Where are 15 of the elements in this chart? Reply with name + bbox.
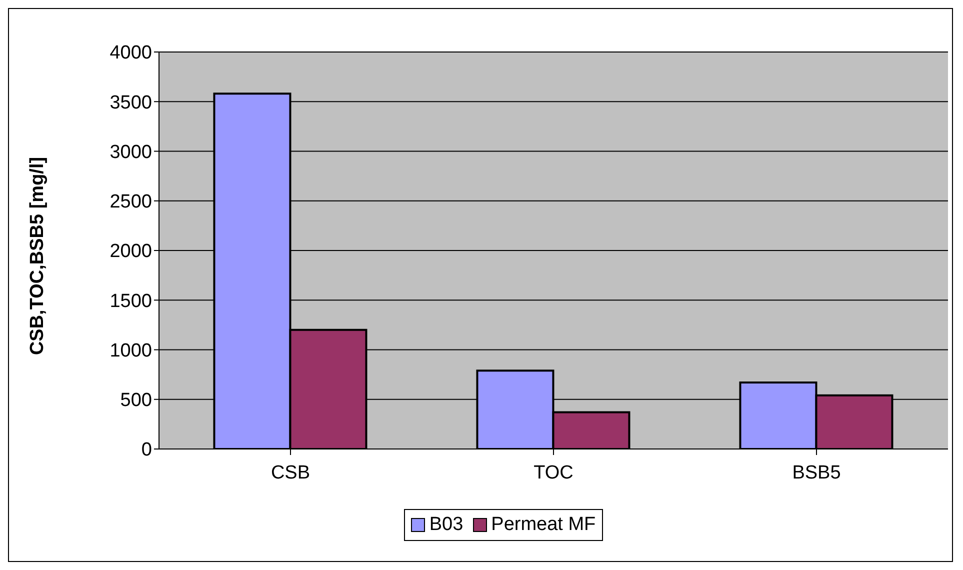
x-tick-label: TOC bbox=[534, 462, 574, 484]
x-tick-label: BSB5 bbox=[792, 462, 841, 484]
legend-label: Permeat MF bbox=[490, 514, 596, 536]
y-tick-label: 2500 bbox=[110, 192, 152, 213]
y-tick-label: 1000 bbox=[110, 340, 152, 362]
legend-label: B03 bbox=[428, 514, 464, 536]
y-tick-label: 4000 bbox=[110, 42, 152, 64]
y-tick-label: 3000 bbox=[110, 142, 152, 163]
y-axis-title: CSB,TOC,BSB5 [mg/l] bbox=[27, 156, 49, 356]
y-tick-label: 0 bbox=[141, 440, 152, 461]
y-tick-label: 500 bbox=[120, 390, 152, 412]
y-tick-label: 1500 bbox=[110, 290, 152, 312]
y-tick-label: 3500 bbox=[110, 92, 152, 114]
y-tick-label: 2000 bbox=[110, 241, 152, 262]
x-tick-label: CSB bbox=[270, 462, 310, 484]
